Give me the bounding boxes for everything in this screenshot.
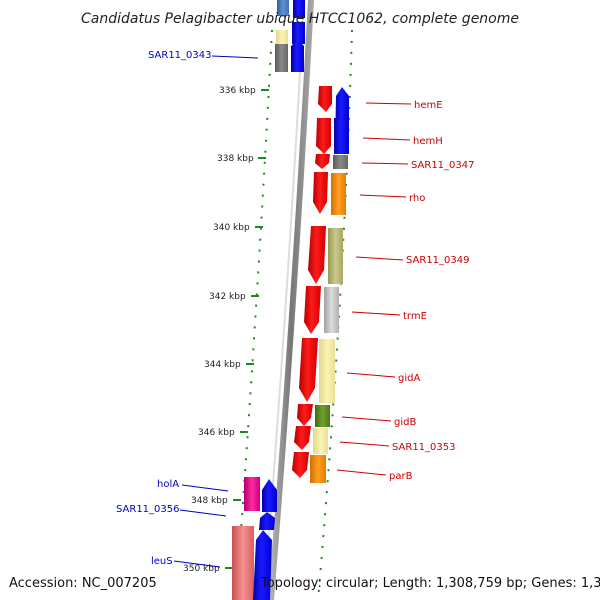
connector-line xyxy=(181,484,229,492)
gene-label[interactable]: gidB xyxy=(394,417,416,428)
connector-line xyxy=(173,560,221,568)
gene-arrow-forward[interactable] xyxy=(253,530,272,600)
gene-SAR11_0356[interactable] xyxy=(259,512,275,530)
gene-label[interactable]: hemE xyxy=(414,100,443,111)
tick-label: 340 kbp xyxy=(213,223,250,233)
kbp-tick-labels: 336 kbp 338 kbp 340 kbp 342 kbp 344 kbp … xyxy=(183,86,256,574)
gene-track-top xyxy=(275,0,305,72)
gene-holA[interactable] xyxy=(244,477,260,511)
tick-label: 346 kbp xyxy=(198,428,235,438)
gene-label[interactable]: SAR11_0343 xyxy=(148,50,212,61)
gene-arrow-reverse[interactable] xyxy=(275,44,288,72)
gene-hemE[interactable] xyxy=(318,86,332,112)
connector-line xyxy=(351,311,401,316)
gene-arrow-forward[interactable] xyxy=(292,22,305,44)
gene-label[interactable]: SAR11_0353 xyxy=(392,442,456,453)
gene-label[interactable]: leuS xyxy=(151,556,173,567)
gene-arrow-forward[interactable] xyxy=(293,0,305,18)
gene-label[interactable]: SAR11_0356 xyxy=(116,504,180,515)
connector-line xyxy=(361,162,409,165)
gene-gidA[interactable] xyxy=(299,338,318,402)
gene-SAR11_0353[interactable] xyxy=(294,426,311,450)
accession-text: Accession: NC_007205 xyxy=(9,576,157,591)
gene-segment-blue[interactable] xyxy=(334,118,349,154)
tick-label: 342 kbp xyxy=(209,292,246,302)
gene-segment-green[interactable] xyxy=(315,405,330,427)
connector-line xyxy=(336,469,387,476)
tick-label: 344 kbp xyxy=(204,360,241,370)
connector-line xyxy=(339,441,390,447)
gene-SAR11_0347[interactable] xyxy=(315,154,330,169)
gene-segment-cream[interactable] xyxy=(319,339,335,403)
connector-line xyxy=(211,55,259,59)
connector-line xyxy=(365,102,412,105)
connector-line xyxy=(362,137,411,141)
gene-hemH[interactable] xyxy=(316,118,331,154)
gene-label[interactable]: trmE xyxy=(403,311,427,322)
gene-label[interactable]: holA xyxy=(157,479,179,490)
gene-track-strand-red xyxy=(292,86,332,478)
tick-label: 348 kbp xyxy=(191,496,228,506)
gene-SAR11_0349[interactable] xyxy=(308,226,326,284)
connector-line xyxy=(346,372,396,378)
gene-track-bottom xyxy=(232,477,277,600)
tick-label: 350 kbp xyxy=(183,564,220,574)
connector-line xyxy=(179,509,227,517)
connector-line xyxy=(341,416,392,422)
gene-parB[interactable] xyxy=(292,452,309,478)
topology-text: Topology: circular; Length: 1,308,759 bp… xyxy=(260,576,600,591)
gene-segment[interactable] xyxy=(276,30,288,44)
gene-label-connectors-left xyxy=(173,55,259,568)
gene-segment-silver[interactable] xyxy=(324,287,339,333)
map-title: Candidatus Pelagibacter ubique HTCC1062,… xyxy=(81,11,519,27)
gene-leuS[interactable] xyxy=(232,526,254,600)
genome-backbone xyxy=(268,0,314,600)
gene-segment[interactable] xyxy=(277,0,289,16)
gene-segment-cream[interactable] xyxy=(313,428,328,454)
gene-label[interactable]: hemH xyxy=(413,136,443,147)
connector-line xyxy=(355,256,404,261)
gene-segment-grey[interactable] xyxy=(333,155,348,169)
gene-trmE[interactable] xyxy=(304,286,321,334)
gene-labels-left: SAR11_0343 holA SAR11_0356 leuS xyxy=(116,50,212,567)
gene-label[interactable]: SAR11_0347 xyxy=(411,160,475,171)
gene-segment-orange[interactable] xyxy=(310,455,326,483)
connector-line xyxy=(359,194,407,198)
tick-label: 336 kbp xyxy=(219,86,256,96)
gene-label[interactable]: parB xyxy=(389,471,413,482)
tick-label: 338 kbp xyxy=(217,154,254,164)
gene-segment-orange[interactable] xyxy=(331,173,346,215)
gene-track-outer xyxy=(310,87,349,483)
gene-segment-olive[interactable] xyxy=(328,228,343,284)
gene-arrow-forward[interactable] xyxy=(262,479,277,512)
gene-gidB[interactable] xyxy=(297,404,313,426)
gene-label[interactable]: gidA xyxy=(398,373,420,384)
gene-label[interactable]: SAR11_0349 xyxy=(406,255,470,266)
gene-label-connectors-right xyxy=(336,102,412,476)
kbp-ticks xyxy=(225,89,269,569)
gene-label[interactable]: rho xyxy=(409,193,425,204)
gene-arrow-forward[interactable] xyxy=(291,40,304,72)
gene-labels-right: hemE hemH SAR11_0347 rho SAR11_0349 trmE… xyxy=(389,100,475,482)
gene-rho[interactable] xyxy=(313,172,328,214)
